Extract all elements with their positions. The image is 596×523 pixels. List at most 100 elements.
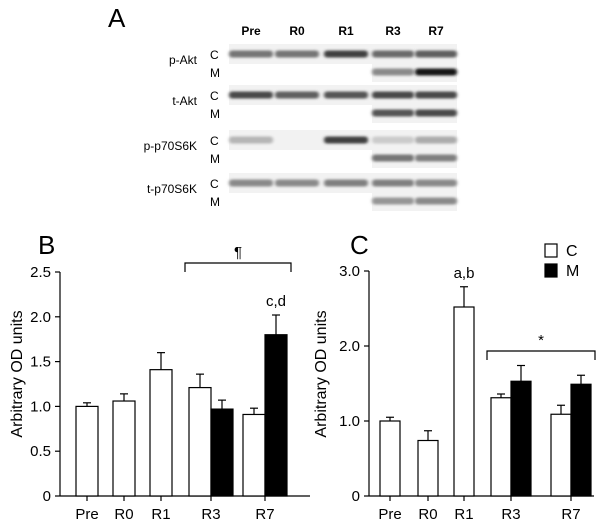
bar-m-r7	[570, 383, 592, 497]
blot-strip-m	[372, 62, 457, 82]
significance-label-r7: c,d	[266, 293, 286, 310]
blot-band-t-p70s6k-c-r3	[372, 179, 414, 187]
bar-c-r7	[550, 413, 572, 497]
blot-band-t-akt-c-r7	[415, 91, 457, 99]
blot-strip-m	[372, 148, 457, 168]
panel-c-bars	[379, 286, 592, 497]
x-category-label-r3: R3	[201, 506, 220, 523]
x-category-label-r7: R7	[561, 506, 580, 523]
blot-strip-m	[372, 103, 457, 123]
legend-swatch-m	[544, 263, 558, 278]
blot-band-p-p70s6k-c-pre	[229, 136, 273, 144]
blot-band-p-akt-m-r3	[372, 68, 414, 76]
blot-row-label-m: M	[210, 66, 220, 80]
bar-c-r3	[188, 386, 212, 497]
blot-band-p-p70s6k-c-r1	[324, 136, 368, 144]
blot-strip-m	[372, 191, 457, 211]
blot-band-p-p70s6k-c-r3	[372, 136, 414, 144]
bar-c-r1	[453, 306, 475, 497]
blot-column-labels: Pre R0 R1 R3 R7	[241, 24, 444, 38]
blot-band-t-akt-m-r7	[415, 109, 457, 117]
blot-band-t-p70s6k-c-r0	[275, 179, 319, 187]
x-category-label-pre: Pre	[378, 506, 401, 523]
blot-band-t-p70s6k-m-r7	[415, 197, 457, 205]
panel-b-axes: 0 0.5 1.0 1.5 2.0 2.5 Pre R0 R1 R3 R7	[30, 264, 310, 523]
y-tick-label: 3.0	[339, 263, 360, 280]
blot-band-t-p70s6k-c-r7	[415, 179, 457, 187]
x-category-label-r1: R1	[151, 506, 170, 523]
blot-band-t-akt-c-pre	[229, 91, 273, 99]
legend-label-m: M	[566, 263, 579, 280]
blot-band-p-p70s6k-m-r3	[372, 154, 414, 162]
bar-m-r7	[264, 334, 288, 497]
blot-band-t-p70s6k-m-r3	[372, 197, 414, 205]
blot-column-label-r3: R3	[385, 24, 401, 38]
blot-row-label-c: C	[210, 48, 219, 62]
blot-band-t-p70s6k-c-r1	[324, 179, 368, 187]
y-tick-label: 1.0	[339, 413, 360, 430]
bar-c-r1	[149, 369, 173, 497]
x-category-label-r0: R0	[114, 506, 133, 523]
blot-protein-label-p-p70s6k: p-p70S6K	[144, 139, 197, 153]
x-category-label-pre: Pre	[75, 506, 98, 523]
x-category-label-r0: R0	[418, 506, 437, 523]
blot-band-p-akt-m-r7	[415, 68, 457, 76]
bar-m-r3	[210, 408, 234, 497]
blot-column-label-pre: Pre	[241, 24, 261, 38]
y-tick-label: 0	[43, 488, 51, 505]
blot-band-p-akt-c-r7	[415, 50, 457, 58]
y-tick-label: 1.5	[30, 354, 51, 371]
y-tick-label: 2.5	[30, 264, 51, 281]
blot-band-p-akt-c-r1	[324, 50, 368, 58]
bar-c-r7	[242, 413, 266, 497]
blot-band-p-akt-c-r3	[372, 50, 414, 58]
blot-row-label-m: M	[210, 195, 220, 209]
blot-rows: p-Akt CMt-Akt CMp-p70S6K CMt-p70S6K CM	[144, 44, 457, 211]
panel-c-y-axis-title: Arbitrary OD units	[313, 310, 330, 437]
blot-row-label-m: M	[210, 152, 220, 166]
bar-c-r3	[490, 397, 512, 497]
blot-band-t-akt-c-r1	[324, 91, 368, 99]
panel-c-letter: C	[350, 230, 369, 260]
panel-b-y-axis-title: Arbitrary OD units	[9, 310, 26, 437]
panel-a-letter: A	[108, 3, 126, 33]
panel-c-legend: CM	[544, 243, 579, 280]
bar-c-r0	[112, 400, 136, 497]
significance-bracket	[184, 262, 292, 272]
panel-c-annotations: a,b *	[454, 265, 596, 360]
significance-marker: *	[538, 332, 544, 349]
panel-b-annotations: c,d ¶	[184, 244, 292, 310]
blot-band-t-p70s6k-c-pre	[229, 179, 273, 187]
significance-bracket	[486, 350, 596, 360]
panel-c-axes: 0 1.0 2.0 3.0 Pre R0 R1 R3 R7	[339, 263, 594, 523]
blot-band-p-akt-c-pre	[229, 50, 273, 58]
blot-row-label-c: C	[210, 134, 219, 148]
blot-column-label-r7: R7	[428, 24, 444, 38]
panel-b-bars	[75, 314, 288, 497]
significance-marker: ¶	[234, 244, 242, 261]
y-tick-label: 2.0	[339, 338, 360, 355]
blot-protein-label-t-akt: t-Akt	[172, 94, 197, 108]
blot-band-t-akt-m-r3	[372, 109, 414, 117]
y-tick-label: 0.5	[30, 443, 51, 460]
bar-c-pre	[379, 420, 401, 497]
blot-row-label-m: M	[210, 107, 220, 121]
blot-column-label-r0: R0	[289, 24, 305, 38]
panel-b-letter: B	[38, 230, 55, 260]
panel-c-chart: C Arbitrary OD units 0 1.0 2.0 3.0 Pre R0 R1 R3…	[313, 230, 596, 523]
blot-band-t-akt-c-r3	[372, 91, 414, 99]
x-category-label-r7: R7	[255, 506, 274, 523]
significance-label-r1: a,b	[454, 265, 475, 282]
x-category-label-r3: R3	[501, 506, 520, 523]
y-tick-label: 1.0	[30, 398, 51, 415]
blot-column-label-r1: R1	[338, 24, 354, 38]
bar-c-r0	[417, 439, 439, 497]
blot-band-p-p70s6k-m-r7	[415, 154, 457, 162]
blot-protein-label-t-p70s6k: t-p70S6K	[147, 182, 197, 196]
blot-protein-label-p-akt: p-Akt	[169, 53, 198, 67]
bar-m-r3	[510, 380, 532, 497]
panel-a-western-blot: A Pre R0 R1 R3 R7 p-Akt CMt-Akt CMp-p70S6K CMt-…	[108, 3, 457, 211]
legend-swatch-c	[544, 243, 558, 258]
x-category-label-r1: R1	[454, 506, 473, 523]
